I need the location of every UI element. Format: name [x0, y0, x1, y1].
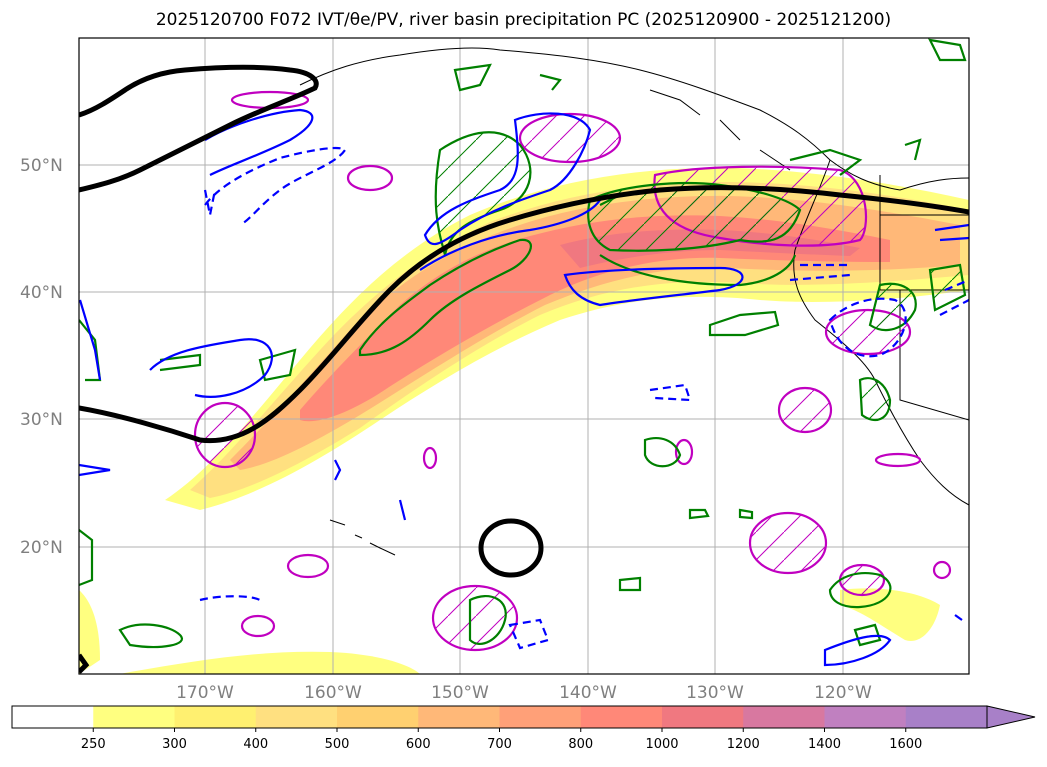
colorbar-tick-label: 1400 — [808, 737, 841, 752]
colorbar-segment — [12, 706, 94, 728]
colorbar-tick-label: 1200 — [727, 737, 760, 752]
lon-label: 170°W — [176, 683, 234, 703]
colorbar-tick-label: 400 — [243, 737, 268, 752]
colorbar-tick-label: 250 — [81, 737, 106, 752]
colorbar-tick-label: 500 — [325, 737, 350, 752]
lat-label: 50°N — [20, 156, 63, 176]
colorbar-tick-label: 600 — [406, 737, 431, 752]
colorbar-segment — [580, 706, 663, 728]
map-title: 2025120700 F072 IVT/θe/PV, river basin p… — [155, 10, 892, 30]
colorbar-segment — [418, 706, 500, 728]
colorbar-tick-label: 1000 — [645, 737, 678, 752]
colorbar-segment — [824, 706, 907, 728]
colorbar-segment — [174, 706, 257, 728]
colorbar-segment — [905, 706, 988, 728]
latitude-labels: 50°N 40°N 30°N 20°N — [20, 156, 63, 558]
colorbar-segment — [93, 706, 175, 728]
lon-label: 130°W — [686, 683, 744, 703]
colorbar-segment — [499, 706, 582, 728]
map-content — [79, 38, 969, 674]
colorbar-tick-label: 300 — [162, 737, 187, 752]
lat-label: 40°N — [20, 283, 63, 303]
colorbar-segment — [743, 706, 825, 728]
lat-label: 20°N — [20, 538, 63, 558]
map-frame — [78, 37, 970, 675]
colorbar-tick-label: 1600 — [889, 737, 922, 752]
colorbar-segment — [662, 706, 744, 728]
colorbar: 250 300 400 500 600 700 800 1000 1200 1400 1600 — [11, 705, 1036, 752]
lon-label: 140°W — [559, 683, 617, 703]
lon-label: 120°W — [814, 683, 872, 703]
colorbar-tick-label: 700 — [487, 737, 512, 752]
colorbar-tick-label: 800 — [568, 737, 593, 752]
theta-e-contours — [79, 108, 969, 667]
colorbar-segment — [337, 706, 419, 728]
lat-label: 30°N — [20, 410, 63, 430]
colorbar-extend-arrow — [986, 705, 1036, 729]
lon-label: 160°W — [304, 683, 362, 703]
colorbar-segment — [255, 706, 338, 728]
longitude-labels: 170°W 160°W 150°W 140°W 130°W 120°W — [176, 683, 872, 703]
ivt-contours — [79, 64, 969, 674]
lon-label: 150°W — [431, 683, 489, 703]
